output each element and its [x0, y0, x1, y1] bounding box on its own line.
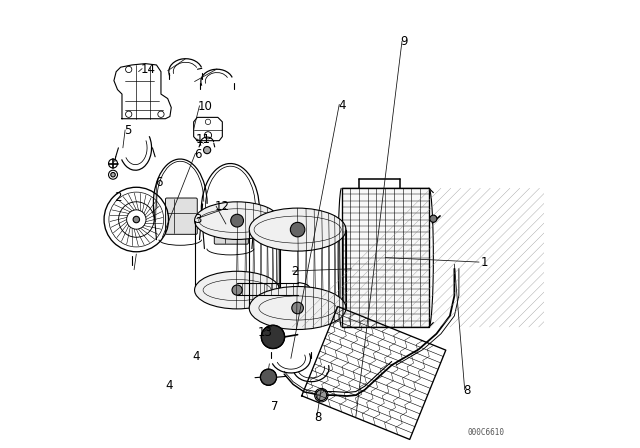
- Text: 4: 4: [192, 349, 200, 363]
- Text: 000C6610: 000C6610: [467, 428, 504, 437]
- Circle shape: [316, 390, 326, 401]
- Ellipse shape: [249, 208, 346, 251]
- Text: 7: 7: [271, 400, 278, 414]
- Ellipse shape: [195, 202, 280, 240]
- Text: 6: 6: [194, 148, 201, 161]
- Text: 3: 3: [195, 213, 202, 226]
- Ellipse shape: [249, 287, 346, 330]
- Text: 13: 13: [257, 326, 272, 339]
- Circle shape: [133, 216, 140, 223]
- Text: 5: 5: [124, 124, 131, 138]
- Circle shape: [291, 222, 305, 237]
- Text: 2: 2: [291, 264, 298, 278]
- Text: 11: 11: [195, 133, 211, 146]
- Circle shape: [260, 369, 276, 385]
- Circle shape: [430, 215, 437, 222]
- Circle shape: [232, 285, 242, 295]
- Ellipse shape: [195, 271, 280, 309]
- Circle shape: [292, 302, 303, 314]
- Bar: [342, 188, 429, 327]
- FancyBboxPatch shape: [165, 198, 197, 234]
- Text: 14: 14: [141, 63, 156, 76]
- Circle shape: [204, 146, 211, 154]
- Text: 8: 8: [463, 384, 471, 397]
- Text: 2: 2: [114, 190, 122, 204]
- Text: 10: 10: [198, 100, 213, 113]
- Text: 1: 1: [481, 255, 488, 269]
- Text: 4: 4: [165, 379, 173, 392]
- Text: 12: 12: [214, 200, 230, 214]
- Text: 4: 4: [338, 99, 346, 112]
- Circle shape: [111, 172, 115, 177]
- FancyBboxPatch shape: [214, 206, 248, 244]
- Text: 9: 9: [401, 34, 408, 48]
- Circle shape: [261, 325, 285, 349]
- Text: 6: 6: [155, 176, 162, 190]
- Circle shape: [231, 214, 243, 227]
- Text: 8: 8: [315, 411, 322, 424]
